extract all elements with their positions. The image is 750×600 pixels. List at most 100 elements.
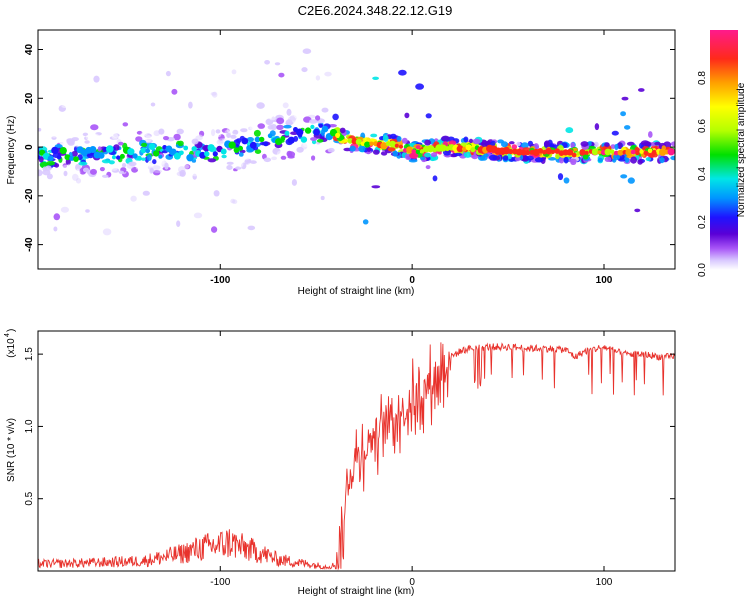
spectrogram-cell [430,152,438,158]
spectrogram-cell [265,118,274,126]
spectrogram-cell [153,169,163,173]
spectrogram-cell [454,152,463,157]
spectrogram-ridge-point [47,155,54,162]
spectrogram-cell [257,123,266,129]
spectrogram-cell [54,163,60,168]
spectrogram-cell [38,169,43,177]
spectrogram-cell [654,141,661,146]
spectrogram-cell [113,133,120,137]
spectrogram-cell [51,134,57,138]
spectrogram-cell [207,158,217,163]
spectrogram-ridge-point [318,123,323,128]
spectrogram-cell [60,114,65,121]
spectrogram-cell [627,177,635,184]
spectrogram-cell [195,168,202,173]
spectrogram-cell [67,140,75,146]
spectrogram-ridge-point [38,155,41,160]
spectrogram-cell [193,212,203,219]
spectrogram-cell [231,69,237,75]
spectrogram-cell [211,129,216,137]
snr-multiplier-base: (x10 [6,338,17,358]
spectrogram-cell [111,168,120,173]
spectrogram-y-tick-label: 40 [24,44,35,56]
spectrogram-cell [448,140,457,146]
spectrogram-cell [509,141,515,145]
spectrogram-cell [339,127,346,134]
spectrogram-cell [111,167,118,171]
spectrogram-cell [118,141,124,146]
spectrogram-y-tick-label: -40 [24,237,35,252]
spectrogram-cell [472,138,481,145]
spectrogram-ridge-point [584,150,589,155]
spectrogram-cell [88,132,97,139]
spectrogram-cell [247,126,255,134]
spectrogram-cell [555,153,560,160]
spectrogram-ridge-point [520,149,527,156]
spectrogram-ridge-point [127,148,135,156]
spectrogram-cell [286,150,293,157]
spectrogram-cell [126,162,135,169]
spectrogram-cell [142,190,150,196]
spectrogram-cell [240,128,248,133]
spectrogram-cell [432,175,438,182]
spectrogram-ridge-point [59,147,67,155]
spectrogram-ridge-point [597,150,602,155]
spectrogram-cell [270,124,277,131]
spectrogram-cell [163,136,169,141]
spectrogram-cell [63,170,68,177]
spectrogram-cell [75,170,81,175]
spectrogram-cell [210,92,217,96]
spectrogram-cell [659,157,665,164]
spectrogram-cell [286,108,292,116]
spectrogram-cell [489,154,498,161]
spectrogram-cell [282,102,289,109]
colorbar-axes: 0.0 0.2 0.4 0.6 0.8 [697,71,708,277]
spectrogram-cell [648,131,653,138]
spectrogram-ridge-point [238,145,244,151]
spectrogram-cell [398,69,407,76]
spectrogram-cell [159,159,165,165]
spectrogram-cell [255,162,260,166]
spectrogram-cell [370,133,378,138]
spectrogram-ridge-point [364,141,371,148]
spectrogram-ridge-point [275,138,283,146]
spectrogram-ridge-point [173,152,181,160]
spectrogram-cell [409,152,419,159]
spectrogram-ridge-point [389,140,396,148]
spectrogram-frame [37,29,676,270]
spectrogram-cell [408,158,418,163]
spectrogram-cell [621,96,629,101]
spectrogram-ridge-point [183,145,189,151]
spectrogram-ridge-point [179,150,184,156]
spectrogram-cell [110,94,119,99]
spectrogram-ridge-point [145,148,151,154]
spectrogram-cell [164,162,169,170]
spectrogram-cell [142,168,151,175]
spectrogram-cell [188,101,193,109]
spectrogram-cell [568,158,577,163]
spectrogram-ridge-point [259,136,265,143]
spectrogram-cell [148,162,155,168]
spectrogram-ridge-point [639,149,644,154]
spectrogram-cell [172,159,180,167]
spectrogram-y-tick-label: -20 [24,188,35,203]
spectrogram-ridge-point [398,144,404,149]
spectrogram-cell [84,136,89,140]
spectrogram-ridge-point [69,155,75,161]
spectrogram-cell [99,167,105,172]
spectrogram-cell [85,209,90,213]
spectrogram-cell [101,138,108,142]
spectrogram-cell [349,145,356,152]
spectrogram-cell [247,225,256,231]
spectrogram-x-label: Height of straight line (km) [298,286,415,297]
spectrogram-cell [264,126,269,131]
snr-axes: -100 0 100 0.5 1.0 1.5 [24,331,675,588]
spectrogram-cell [311,57,319,64]
spectrogram-cell [316,138,324,143]
spectrogram-cell [71,150,78,157]
spectrogram-cell [131,166,139,173]
spectrogram-ridge-point [609,149,615,154]
spectrogram-ridge-point [461,146,467,152]
spectrogram-cell [145,135,152,143]
spectrogram-cell [516,141,521,147]
